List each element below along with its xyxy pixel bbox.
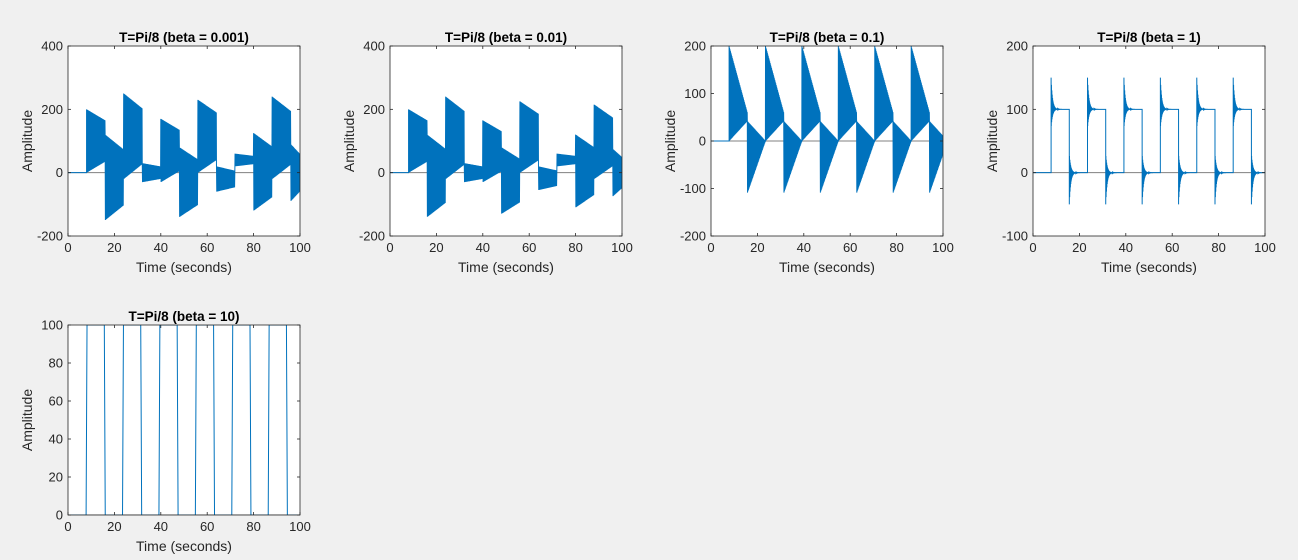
x-tick-label: 0: [1029, 240, 1036, 255]
subplot-5: 0 20 40 60 80 100 0 20 40 60 80 100 T=Pi/8 (beta = 1…: [19, 309, 311, 554]
data-layer: [711, 46, 943, 193]
x-tick-label: 60: [200, 240, 214, 255]
y-tick-label: 400: [363, 39, 385, 54]
y-tick-label: 20: [49, 470, 63, 485]
x-tick-label: 40: [154, 240, 168, 255]
x-tick-label: 80: [246, 240, 260, 255]
y-tick-label: -100: [680, 181, 706, 196]
axes-box: [67, 324, 301, 516]
chart-title: T=Pi/8 (beta = 10): [128, 309, 239, 324]
chart-title: T=Pi/8 (beta = 1): [1097, 30, 1201, 45]
y-tick-label: 400: [41, 39, 63, 54]
y-tick-label: 0: [699, 134, 706, 149]
x-tick-label: 100: [1254, 240, 1276, 255]
x-tick-label: 0: [707, 240, 714, 255]
y-tick-label: 200: [684, 39, 706, 54]
plot-area: [68, 325, 300, 515]
y-tick-label: 80: [49, 356, 63, 371]
subplot-3: 0 20 40 60 80 100 -200 -100 0 100 200 T=Pi/8 (beta …: [662, 30, 954, 275]
axes-box: [389, 45, 623, 237]
y-axis-label: Amplitude: [984, 110, 1000, 172]
data-layer: [390, 96, 622, 217]
y-tick-label: 40: [49, 432, 63, 447]
y-tick-label: -200: [37, 229, 63, 244]
y-tick-label: 100: [1006, 102, 1028, 117]
y-tick-label: 200: [363, 102, 385, 117]
x-tick-label: 60: [200, 519, 214, 534]
x-tick-label: 20: [429, 240, 443, 255]
x-tick-label: 20: [107, 240, 121, 255]
x-tick-label: 60: [1165, 240, 1179, 255]
axes-box: [67, 45, 301, 237]
y-axis-label: Amplitude: [341, 110, 357, 172]
x-axis-label: Time (seconds): [136, 259, 232, 275]
x-tick-label: 20: [1072, 240, 1086, 255]
y-tick-label: 0: [56, 165, 63, 180]
x-tick-label: 40: [797, 240, 811, 255]
y-axis-label: Amplitude: [662, 110, 678, 172]
y-tick-label: 200: [41, 102, 63, 117]
y-tick-label: 0: [1021, 165, 1028, 180]
x-tick-label: 100: [289, 519, 311, 534]
x-tick-label: 0: [386, 240, 393, 255]
chart-title: T=Pi/8 (beta = 0.01): [445, 30, 567, 45]
series-line: [1033, 77, 1265, 205]
axes-box: [1032, 45, 1266, 237]
x-tick-label: 40: [476, 240, 490, 255]
x-tick-label: 0: [64, 240, 71, 255]
x-tick-label: 60: [522, 240, 536, 255]
x-axis-label: Time (seconds): [1101, 259, 1197, 275]
x-tick-label: 60: [843, 240, 857, 255]
y-tick-label: -200: [680, 229, 706, 244]
series-line: [68, 93, 300, 220]
x-tick-label: 40: [1119, 240, 1133, 255]
y-tick-label: -200: [359, 229, 385, 244]
series-line: [711, 46, 943, 193]
y-axis-label: Amplitude: [19, 110, 35, 172]
plot-area: [1033, 46, 1265, 236]
series-line: [390, 96, 622, 217]
x-tick-label: 80: [568, 240, 582, 255]
x-tick-label: 80: [889, 240, 903, 255]
data-layer: [1033, 77, 1265, 205]
x-tick-label: 100: [611, 240, 633, 255]
y-axis-label: Amplitude: [19, 389, 35, 451]
y-tick-label: 100: [41, 318, 63, 333]
y-tick-label: 100: [684, 86, 706, 101]
y-tick-label: 0: [378, 165, 385, 180]
x-tick-label: 20: [107, 519, 121, 534]
data-layer: [68, 93, 300, 220]
x-axis-label: Time (seconds): [779, 259, 875, 275]
x-tick-label: 80: [246, 519, 260, 534]
y-tick-label: 60: [49, 394, 63, 409]
chart-title: T=Pi/8 (beta = 0.001): [119, 30, 249, 45]
x-tick-label: 40: [154, 519, 168, 534]
y-tick-label: 200: [1006, 39, 1028, 54]
y-tick-label: 0: [56, 508, 63, 523]
x-tick-label: 100: [932, 240, 954, 255]
y-tick-label: -100: [1002, 229, 1028, 244]
x-tick-label: 100: [289, 240, 311, 255]
x-tick-label: 80: [1211, 240, 1225, 255]
x-tick-label: 0: [64, 519, 71, 534]
x-axis-label: Time (seconds): [458, 259, 554, 275]
x-axis-label: Time (seconds): [136, 538, 232, 554]
x-tick-label: 20: [750, 240, 764, 255]
chart-title: T=Pi/8 (beta = 0.1): [770, 30, 885, 45]
